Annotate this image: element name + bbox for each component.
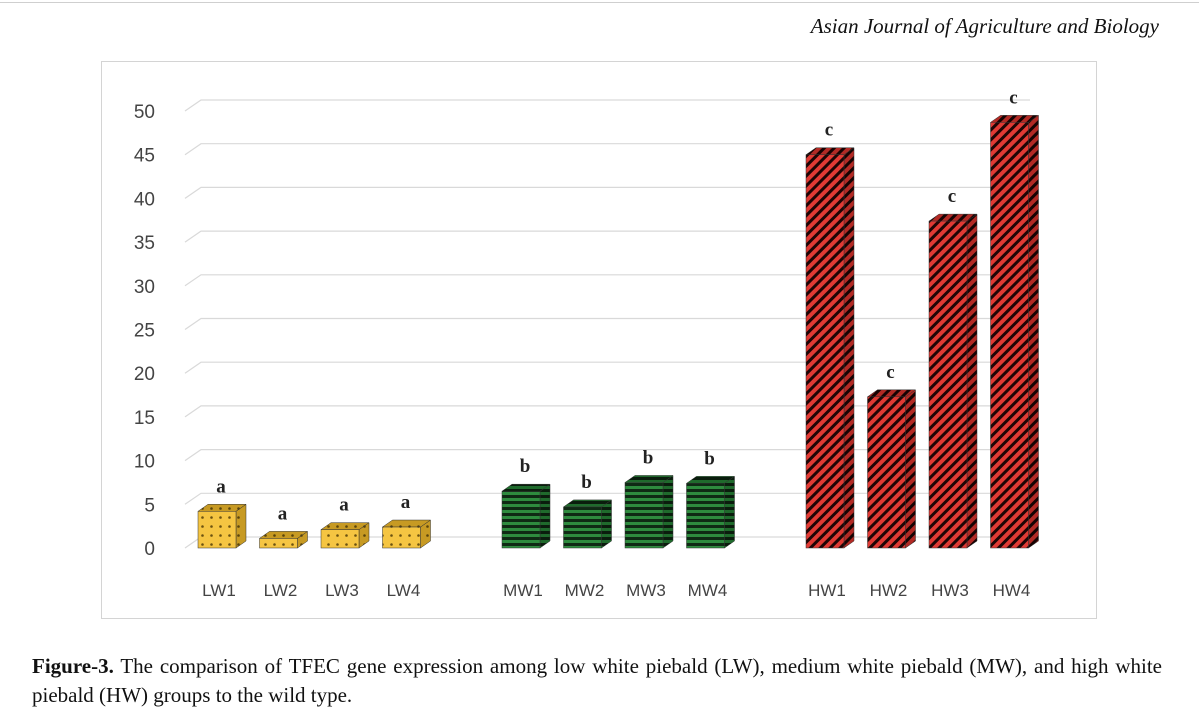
bar-side [905, 389, 916, 549]
gridline [184, 186, 1030, 199]
bar-front [624, 482, 664, 549]
bar-mw2 [562, 499, 613, 549]
bar-front [805, 154, 845, 549]
gridline [184, 449, 1030, 462]
y-tick-label: 20 [134, 364, 155, 385]
bar-hw2 [866, 389, 917, 549]
gridline [184, 99, 1030, 112]
y-tick-label: 25 [134, 321, 155, 342]
figure-caption: Figure-3. The comparison of TFEC gene ex… [32, 652, 1162, 710]
journal-name: Asian Journal of Agriculture and Biology [810, 14, 1159, 38]
gridline [184, 405, 1030, 418]
x-axis-ticks: LW1 LW2 LW3 LW4 MW1 MW2 MW3 MW4 HW1 HW2 HW3 HW4 [202, 581, 1030, 600]
data-label: a [278, 503, 288, 524]
bar-front [382, 526, 421, 549]
chart-frame [101, 61, 1097, 619]
bar-front [501, 490, 541, 549]
gridline [184, 143, 1030, 156]
x-tick-label: MW1 [503, 581, 543, 600]
bar-lw1 [197, 503, 247, 549]
gridline [184, 317, 1030, 330]
y-tick-label: 45 [134, 146, 155, 167]
bar-chart: 0 5 10 15 20 25 30 35 40 45 50 LW1 LW2 LW3 LW4 MW1 MW2 M… [134, 87, 1040, 600]
y-tick-label: 0 [144, 539, 155, 560]
bar-front [563, 506, 602, 549]
bar-side [539, 483, 551, 549]
bar-lw2 [258, 530, 309, 549]
bar-side [662, 474, 674, 549]
y-tick-label: 35 [134, 233, 155, 254]
bar-side [235, 503, 247, 549]
x-tick-label: LW4 [387, 581, 421, 600]
bar-hw1 [805, 147, 855, 549]
x-tick-label: MW2 [565, 581, 605, 600]
data-label: c [886, 362, 894, 383]
y-axis-ticks: 0 5 10 15 20 25 30 35 40 45 50 [134, 102, 155, 560]
bar-front [259, 538, 298, 549]
data-labels: a a a a b b b b c c c c [216, 87, 1017, 524]
x-tick-label: LW3 [325, 581, 359, 600]
x-tick-label: LW2 [264, 581, 298, 600]
bar-front [320, 529, 360, 549]
data-label: b [581, 472, 592, 493]
bar-front [990, 122, 1029, 549]
bar-lw4 [381, 519, 432, 549]
bar-lw3 [320, 522, 370, 549]
x-tick-label: LW1 [202, 581, 236, 600]
figure-label: Figure-3. [32, 654, 114, 678]
y-tick-label: 10 [134, 452, 155, 473]
bar-hw3 [928, 213, 978, 549]
bar-side [966, 213, 978, 549]
data-label: c [1009, 87, 1017, 108]
bar-side [724, 475, 735, 549]
gridline [184, 230, 1030, 243]
data-label: b [643, 447, 654, 468]
y-tick-label: 40 [134, 189, 155, 210]
bar-hw4 [989, 114, 1040, 549]
bar-front [928, 220, 968, 549]
x-tick-label: HW3 [931, 581, 969, 600]
y-tick-label: 5 [144, 495, 155, 516]
bars [197, 114, 1040, 549]
gridline [184, 492, 1030, 505]
y-tick-label: 15 [134, 408, 155, 429]
x-tick-label: HW2 [870, 581, 908, 600]
bar-front [197, 511, 237, 549]
y-tick-label: 50 [134, 102, 155, 123]
data-label: a [401, 492, 411, 513]
bar-front [867, 396, 906, 549]
bar-mw4 [685, 475, 736, 549]
bar-side [1028, 114, 1039, 549]
bar-front [686, 483, 725, 549]
gridline [184, 274, 1030, 287]
bar-side [843, 147, 855, 549]
data-label: c [948, 186, 956, 207]
bar-side [601, 499, 612, 549]
gridline [184, 361, 1030, 374]
data-label: b [704, 448, 715, 469]
bar-mw3 [624, 474, 674, 549]
x-tick-label: MW4 [688, 581, 728, 600]
caption-text: The comparison of TFEC gene expression a… [32, 654, 1162, 707]
y-tick-label: 30 [134, 277, 155, 298]
data-label: c [825, 120, 833, 141]
data-label: b [520, 456, 531, 477]
data-label: a [216, 476, 226, 497]
data-label: a [339, 495, 349, 516]
bar-mw1 [501, 483, 551, 549]
x-tick-label: HW4 [993, 581, 1031, 600]
header-rule [0, 2, 1199, 3]
x-tick-label: MW3 [626, 581, 666, 600]
x-tick-label: HW1 [808, 581, 846, 600]
